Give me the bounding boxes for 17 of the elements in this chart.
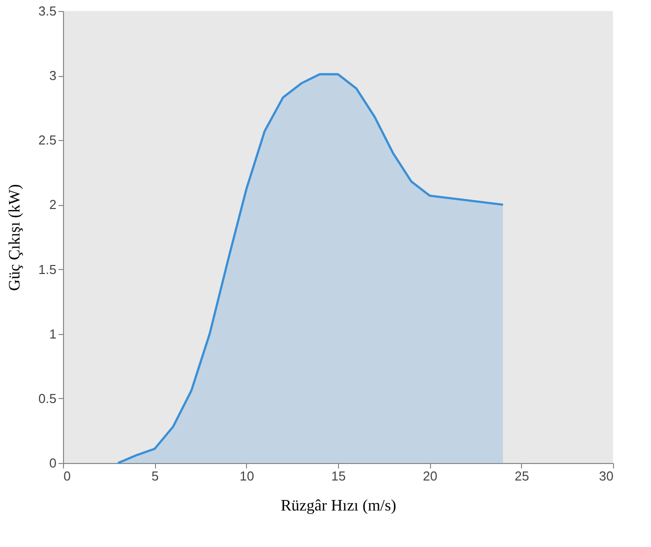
x-tick-label: 30 [599,468,614,484]
x-tick-label: 0 [64,468,71,484]
y-tick-label: 1.5 [38,262,56,277]
x-tick-label: 25 [514,468,530,484]
y-tick-label: 3 [49,68,56,84]
x-axis-title: Rüzgâr Hızı (m/s) [280,498,396,514]
y-tick-label: 3.5 [38,4,56,18]
x-tick-label: 15 [331,468,346,484]
x-tick-label: 5 [152,468,159,484]
y-tick-label: 0 [49,456,56,470]
y-tick-label: 2 [49,197,56,212]
x-tick-label: 20 [422,468,438,484]
y-tick-label: 1 [49,326,56,342]
y-axis-title: Güç Çıkışı (kW) [6,184,24,291]
y-tick-label: 2.5 [38,132,56,148]
x-tick-label: 10 [240,468,254,484]
y-tick-label: 0.5 [38,390,56,406]
